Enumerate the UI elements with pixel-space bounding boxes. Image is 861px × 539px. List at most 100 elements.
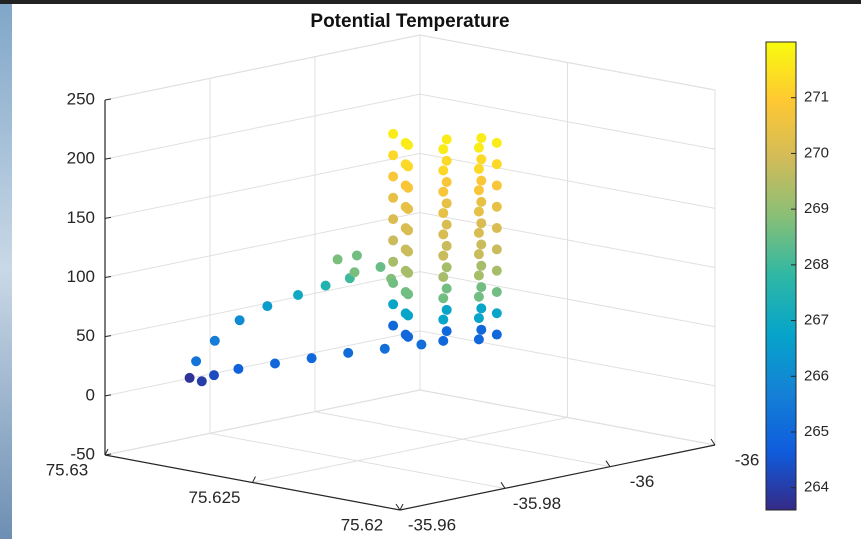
- data-point: [388, 150, 399, 161]
- data-point: [400, 159, 411, 170]
- data-point: [491, 244, 502, 255]
- data-point: [473, 227, 484, 238]
- data-point: [441, 326, 452, 337]
- z-tick-label: 100: [67, 267, 95, 286]
- data-point: [491, 159, 502, 170]
- data-point: [233, 363, 244, 374]
- data-point: [473, 291, 484, 302]
- data-point: [473, 313, 484, 324]
- data-point: [332, 254, 343, 265]
- data-point: [388, 214, 399, 225]
- data-point: [476, 260, 487, 271]
- data-point: [438, 229, 449, 240]
- chart-title: Potential Temperature: [310, 11, 509, 32]
- data-point: [491, 223, 502, 234]
- data-point: [438, 165, 449, 176]
- data-point: [441, 240, 452, 251]
- data-point: [473, 249, 484, 260]
- data-point: [476, 324, 487, 335]
- data-point: [473, 334, 484, 345]
- z-tick-label: 150: [67, 208, 95, 227]
- data-point: [473, 142, 484, 153]
- data-point: [388, 299, 399, 310]
- z-tick: [104, 98, 112, 101]
- z-tick-label: -50: [70, 444, 95, 463]
- colorbar-tick-label: 265: [804, 423, 829, 440]
- data-point: [375, 262, 386, 272]
- colorbar-tick-label: 269: [804, 200, 829, 217]
- data-point: [262, 301, 273, 312]
- data-point: [473, 270, 484, 281]
- colorbar-tick-label: 270: [804, 144, 829, 161]
- data-point: [209, 335, 220, 346]
- data-point: [320, 280, 331, 291]
- data-point: [388, 278, 399, 289]
- data-point: [184, 372, 195, 383]
- data-point: [400, 265, 411, 276]
- y-axis: [399, 444, 716, 511]
- y-tick-label: -35.98: [513, 494, 561, 513]
- y-tick-label: -36: [735, 450, 760, 469]
- desktop-strip: [0, 0, 12, 539]
- data-point: [388, 320, 399, 331]
- data-point: [400, 201, 411, 212]
- data-point: [491, 308, 502, 319]
- colorbar-tick-label: 268: [804, 256, 829, 273]
- x-tick-label: 75.63: [46, 460, 89, 479]
- z-tick: [104, 157, 112, 160]
- x-tick: [252, 476, 256, 483]
- colorbar-tick-label: 266: [804, 367, 829, 384]
- data-point: [400, 137, 411, 148]
- data-point: [438, 144, 449, 155]
- data-point: [196, 376, 207, 387]
- data-point: [343, 347, 354, 358]
- z-tick-label: 200: [67, 149, 95, 168]
- data-point: [400, 287, 411, 298]
- z-tick: [104, 335, 112, 338]
- data-point: [441, 134, 452, 145]
- y-grid-line: [419, 35, 716, 446]
- data-point: [476, 196, 487, 207]
- data-point: [388, 192, 399, 203]
- z-tick: [104, 216, 112, 219]
- data-point: [441, 262, 452, 273]
- data-point: [476, 282, 487, 293]
- data-point: [191, 356, 202, 367]
- data-point: [400, 244, 411, 255]
- data-point: [441, 283, 452, 294]
- colorbar-tick-label: 267: [804, 312, 829, 329]
- data-point: [473, 185, 484, 196]
- data-point: [400, 308, 411, 319]
- data-point: [476, 218, 487, 229]
- y-tick: [395, 503, 401, 511]
- data-point: [491, 329, 502, 340]
- data-point: [441, 177, 452, 188]
- y-tick: [710, 438, 716, 446]
- data-point: [438, 271, 449, 282]
- y-tick-label: -36: [630, 472, 655, 491]
- data-point: [234, 315, 245, 326]
- data-point: [441, 304, 452, 315]
- chart: Potential Temperature -50 0 50 100 150 200 250…: [46, 11, 829, 534]
- data-point: [438, 335, 449, 346]
- data-point: [293, 289, 304, 300]
- data-point: [441, 155, 452, 166]
- x-tick-label: 75.62: [341, 515, 384, 534]
- data-point: [388, 128, 399, 139]
- colorbar: [765, 41, 797, 511]
- data-point: [473, 163, 484, 174]
- data-point: [441, 219, 452, 230]
- data-point: [400, 180, 411, 191]
- z-tick: [104, 394, 112, 397]
- data-point: [438, 250, 449, 261]
- top-border: [0, 0, 861, 4]
- data-point: [388, 235, 399, 246]
- data-point: [400, 223, 411, 234]
- data-point: [491, 265, 502, 276]
- data-point: [491, 180, 502, 191]
- data-point: [491, 286, 502, 297]
- data-point: [491, 201, 502, 212]
- z-tick-label: 0: [86, 385, 95, 404]
